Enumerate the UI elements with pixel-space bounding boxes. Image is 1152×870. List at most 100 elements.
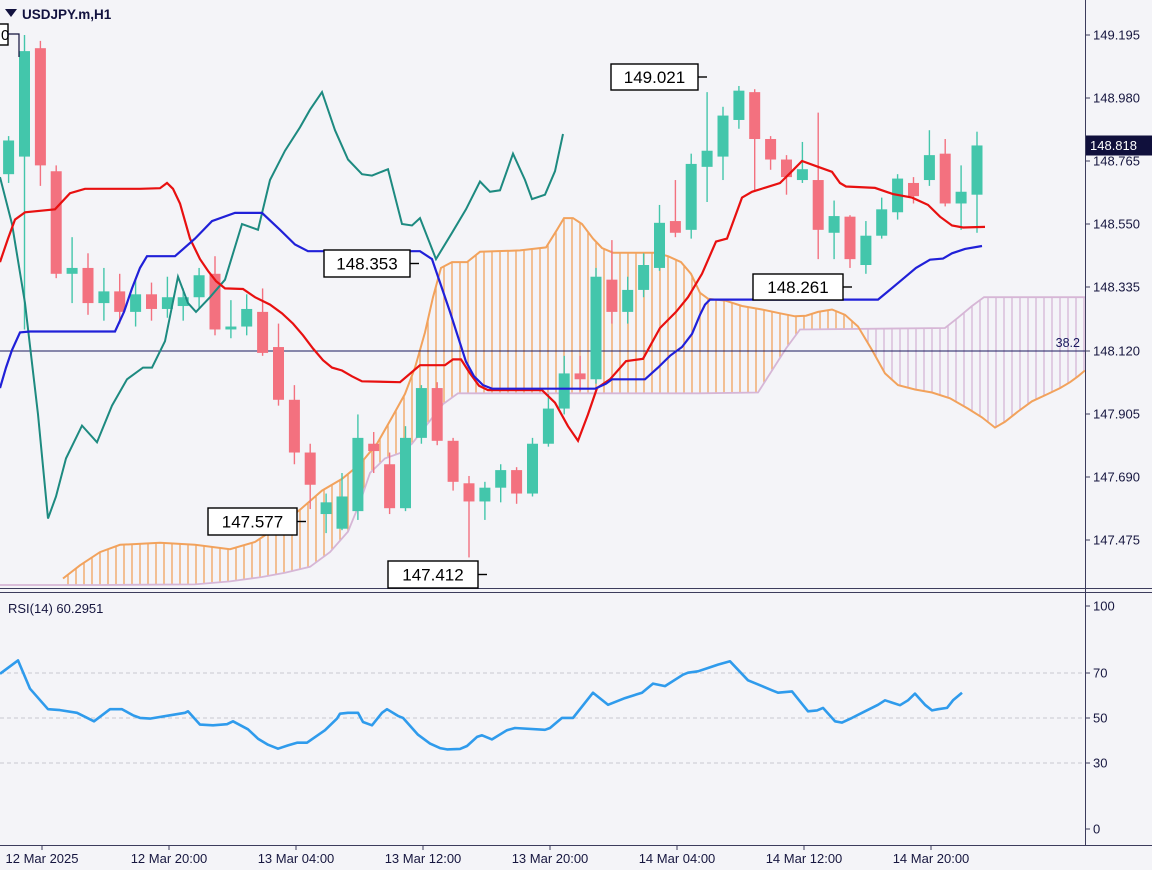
price-callout-box[interactable]: [387, 560, 479, 589]
price-axis-label: 148.980: [1093, 91, 1140, 106]
clipped-callout-text: 0: [1, 27, 9, 44]
price-pane[interactable]: [0, 35, 1085, 586]
rsi-line: [0, 659, 963, 751]
price-axis-label: 149.195: [1093, 28, 1140, 43]
price-callout-text: 147.412: [402, 566, 463, 585]
candle-body: [606, 279, 618, 312]
current-price-badge: 148.818: [1086, 135, 1152, 156]
candle-body: [939, 153, 951, 204]
candle-body: [431, 388, 443, 441]
symbol-period-label: USDJPY.m,H1: [22, 7, 112, 22]
rsi-axis: 100 70 50 30 0: [1085, 599, 1115, 837]
price-axis-label: 148.765: [1093, 154, 1140, 169]
candle-body: [733, 90, 745, 120]
candle-body: [590, 276, 602, 380]
price-callout[interactable]: 148.353: [323, 249, 419, 278]
candle-body: [749, 92, 761, 140]
price-axis-label: 147.905: [1093, 407, 1140, 422]
candle-body: [908, 182, 919, 197]
candle-body: [844, 216, 856, 260]
price-callout-box[interactable]: [752, 273, 844, 301]
candle-body: [654, 222, 665, 268]
rsi-axis-label: 100: [1093, 599, 1115, 614]
candle-body: [193, 275, 205, 298]
candle-body: [209, 273, 221, 330]
candle-body: [19, 51, 30, 157]
candlestick-series: [3, 35, 983, 558]
chart-dropdown-triangle-icon[interactable]: [5, 9, 17, 17]
rsi-indicator-label: RSI(14) 60.2951: [8, 601, 103, 616]
time-axis-label[interactable]: 14 Mar 20:00: [893, 851, 970, 866]
clipped-price-callout[interactable]: 0: [0, 23, 20, 57]
price-callout[interactable]: 149.021: [610, 63, 707, 91]
candle-body: [161, 297, 173, 309]
price-callout-box[interactable]: [207, 507, 298, 536]
candle-body: [574, 373, 586, 380]
candle-body: [828, 216, 840, 233]
symbol-header[interactable]: USDJPY.m,H1: [5, 7, 112, 22]
price-axis-label: 148.550: [1093, 217, 1140, 232]
candle-body: [415, 388, 427, 438]
candle-body: [717, 115, 729, 157]
candle-body: [114, 291, 126, 312]
kumo-cloud-bearish: [858, 297, 1085, 428]
candle-body: [955, 191, 967, 204]
candle-body: [320, 502, 332, 515]
candle-body: [288, 399, 300, 453]
candle-body: [400, 437, 411, 509]
time-axis-label[interactable]: 13 Mar 04:00: [258, 851, 335, 866]
candle-body: [352, 437, 364, 512]
price-axis-label: 147.690: [1093, 470, 1140, 485]
candle-body: [463, 483, 475, 502]
candle-body: [765, 139, 777, 160]
time-axis-label[interactable]: 13 Mar 12:00: [385, 851, 462, 866]
time-axis-label[interactable]: 12 Mar 20:00: [131, 851, 208, 866]
candle-body: [781, 159, 792, 178]
candle-body: [98, 291, 110, 304]
price-callout[interactable]: 148.261: [752, 273, 852, 301]
candle-body: [638, 265, 650, 290]
price-callout-text: 149.021: [624, 68, 685, 87]
candle-body: [241, 308, 253, 327]
candle-body: [225, 326, 237, 330]
candle-body: [622, 289, 634, 312]
candle-body: [177, 297, 189, 307]
candle-body: [50, 171, 62, 274]
chikou-span-line: [0, 89, 564, 519]
candle-body: [971, 145, 983, 195]
candle-body: [685, 163, 697, 230]
time-axis-label[interactable]: 14 Mar 04:00: [639, 851, 716, 866]
candle-body: [876, 209, 888, 236]
price-callout[interactable]: 147.577: [207, 507, 306, 536]
candle-body: [336, 496, 348, 529]
candle-body: [447, 440, 459, 482]
candle-body: [701, 150, 713, 167]
time-axis-label[interactable]: 12 Mar 2025: [6, 851, 79, 866]
candle-body: [923, 155, 935, 181]
kijun-sen-line: [0, 211, 983, 390]
price-callout[interactable]: 147.412: [387, 560, 487, 589]
candle-body: [3, 140, 15, 175]
time-axis: 12 Mar 2025 12 Mar 20:00 13 Mar 04:00 13 Ma…: [6, 845, 970, 866]
candle-body: [82, 267, 94, 304]
candle-body: [860, 235, 872, 266]
candle-body: [368, 443, 380, 452]
candle-body: [796, 169, 808, 181]
rsi-pane[interactable]: [0, 659, 1085, 764]
time-axis-label[interactable]: 14 Mar 12:00: [766, 851, 843, 866]
price-axis-label: 148.120: [1093, 344, 1140, 359]
candle-body: [34, 48, 46, 166]
price-callout-text: 147.577: [222, 513, 283, 532]
candle-body: [304, 452, 316, 485]
chart-frame: [0, 0, 1152, 846]
candle-body: [542, 408, 554, 444]
rsi-axis-label: 30: [1093, 756, 1107, 771]
time-axis-label[interactable]: 13 Mar 20:00: [512, 851, 589, 866]
candle-body: [146, 294, 157, 309]
rsi-axis-label: 50: [1093, 711, 1107, 726]
kumo-cloud-bullish: [63, 218, 858, 585]
candle-body: [812, 180, 824, 230]
price-axis-label: 147.475: [1093, 533, 1140, 548]
